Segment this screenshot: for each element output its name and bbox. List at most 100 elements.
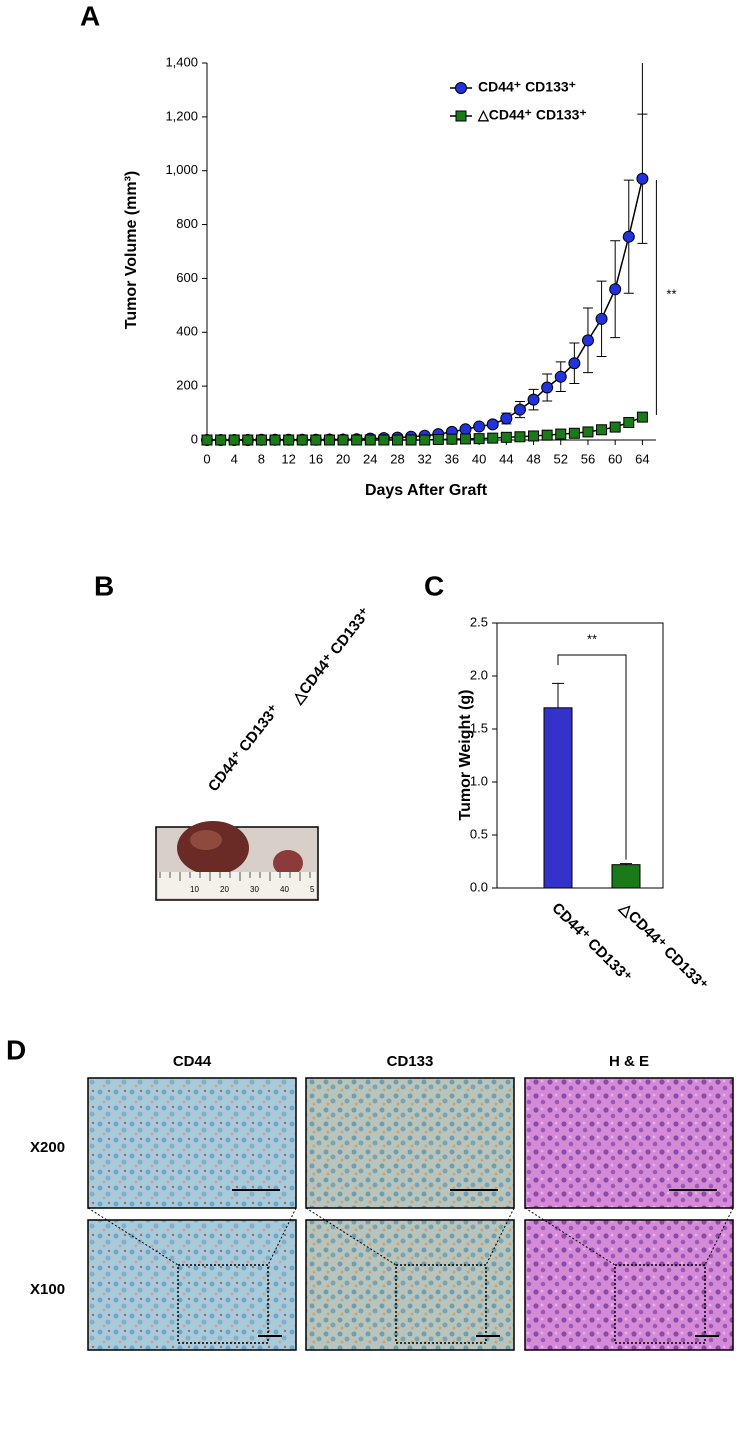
marker xyxy=(255,434,267,446)
x-tick-label: 8 xyxy=(258,451,265,466)
legend-marker xyxy=(455,82,467,94)
x-tick-label: 40 xyxy=(472,451,486,466)
x-tick-label: 24 xyxy=(363,451,377,466)
column-title: H & E xyxy=(609,1053,649,1070)
frame xyxy=(496,622,664,889)
marker xyxy=(527,393,540,406)
zoom-box xyxy=(177,1264,269,1344)
ruler-label: 40 xyxy=(280,885,289,894)
significance: ** xyxy=(587,631,597,646)
marker xyxy=(228,434,240,446)
y-tick-label: 2.5 xyxy=(470,614,488,629)
y-tick-label: 1.0 xyxy=(470,773,488,788)
ruler-label: 5 xyxy=(310,885,315,894)
marker xyxy=(487,432,499,444)
significance: ** xyxy=(666,286,676,301)
panel-label: D xyxy=(6,1034,26,1065)
significance-bracket xyxy=(557,654,627,860)
zoom-box xyxy=(614,1264,706,1344)
photo-label: △CD44⁺ CD133⁺ xyxy=(288,605,374,708)
bar xyxy=(611,864,641,889)
y-tick-label: 600 xyxy=(176,270,198,285)
marker xyxy=(269,434,281,446)
marker xyxy=(554,370,567,383)
x-tick-label: 16 xyxy=(309,451,323,466)
x-tick-label: 28 xyxy=(390,451,404,466)
micrograph xyxy=(524,1219,734,1351)
y-tick-label: 1,000 xyxy=(165,162,198,177)
legend-marker xyxy=(455,110,467,122)
marker xyxy=(568,357,581,370)
marker xyxy=(541,381,554,394)
y-axis-label: Tumor Volume (mm³) xyxy=(123,171,140,330)
panel-label: A xyxy=(80,0,100,31)
x-tick-label: 60 xyxy=(608,451,622,466)
x-tick-label: △CD44⁺ CD133⁺ xyxy=(616,899,711,994)
zoom-line xyxy=(305,1207,397,1266)
ruler-label: 30 xyxy=(250,885,259,894)
zoom-line xyxy=(524,1207,616,1266)
series-line xyxy=(207,178,644,441)
y-tick-label: 400 xyxy=(176,324,198,339)
x-tick-label: 0 xyxy=(203,451,210,466)
marker xyxy=(555,428,567,440)
column-title: CD44 xyxy=(173,1053,212,1070)
marker xyxy=(473,420,486,433)
x-axis-label: Days After Graft xyxy=(365,482,488,499)
zoom-line xyxy=(267,1207,297,1266)
y-tick-label: 0 xyxy=(191,431,198,446)
marker xyxy=(459,423,472,436)
zoom-line xyxy=(704,1207,734,1266)
marker xyxy=(636,172,649,185)
marker xyxy=(351,434,363,446)
marker xyxy=(568,427,580,439)
column-title: CD133 xyxy=(387,1053,434,1070)
micrograph xyxy=(87,1219,297,1351)
x-tick-label: 4 xyxy=(231,451,238,466)
x-tick-label: 36 xyxy=(445,451,459,466)
marker xyxy=(323,434,335,446)
micrograph xyxy=(305,1077,515,1209)
marker xyxy=(609,283,622,296)
x-tick-label: 12 xyxy=(281,451,295,466)
marker xyxy=(528,430,540,442)
marker xyxy=(391,434,403,446)
y-tick-label: 200 xyxy=(176,378,198,393)
x-tick-label: 64 xyxy=(635,451,649,466)
marker xyxy=(446,433,458,445)
marker xyxy=(581,334,594,347)
marker xyxy=(337,434,349,446)
y-tick-label: 2.0 xyxy=(470,667,488,682)
marker xyxy=(242,434,254,446)
marker xyxy=(500,412,513,425)
marker xyxy=(405,434,417,446)
y-axis-label: Tumor Weight (g) xyxy=(457,690,474,821)
marker xyxy=(582,426,594,438)
marker xyxy=(514,431,526,443)
x-tick-label: 52 xyxy=(554,451,568,466)
marker xyxy=(215,434,227,446)
x-tick-label: 44 xyxy=(499,451,513,466)
y-tick-label: 1,200 xyxy=(165,108,198,123)
row-label: X200 xyxy=(30,1139,65,1156)
zoom-box xyxy=(395,1264,487,1344)
histology-grid xyxy=(87,1077,734,1351)
marker xyxy=(310,434,322,446)
marker xyxy=(500,431,512,443)
marker xyxy=(596,424,608,436)
ruler-label: 10 xyxy=(190,885,199,894)
marker xyxy=(364,434,376,446)
zoom-line xyxy=(485,1207,515,1266)
x-tick-label: 20 xyxy=(336,451,350,466)
y-tick-label: 1.5 xyxy=(470,720,488,735)
bar xyxy=(543,707,573,889)
micrograph xyxy=(524,1077,734,1209)
marker xyxy=(623,416,635,428)
marker xyxy=(473,433,485,445)
x-tick-label: 56 xyxy=(581,451,595,466)
micrograph xyxy=(305,1219,515,1351)
legend-label: △CD44⁺ CD133⁺ xyxy=(477,107,587,123)
zoom-line xyxy=(87,1207,179,1266)
marker xyxy=(201,434,213,446)
